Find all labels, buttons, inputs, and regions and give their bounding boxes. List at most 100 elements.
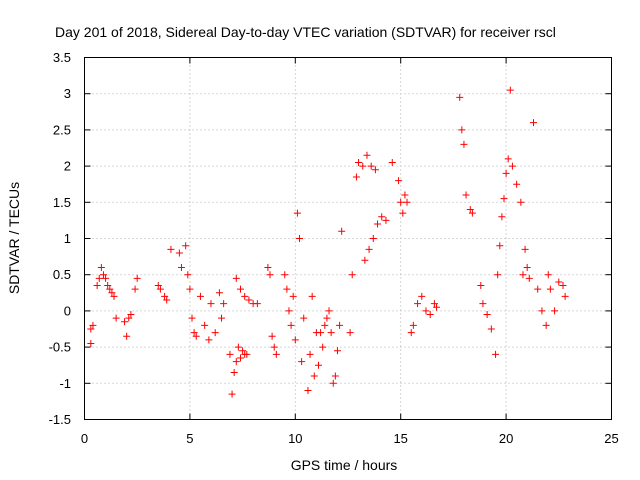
data-point: [319, 343, 327, 351]
data-point: [508, 162, 516, 170]
data-point: [494, 271, 502, 279]
y-tick-label: 1: [64, 231, 71, 246]
data-point: [456, 93, 464, 101]
data-point: [409, 321, 417, 329]
data-point: [310, 372, 318, 380]
data-point: [268, 332, 276, 340]
data-point: [418, 292, 426, 300]
data-point: [102, 274, 110, 282]
data-point: [266, 271, 274, 279]
data-point: [479, 300, 487, 308]
data-point: [182, 242, 190, 250]
data-point: [513, 180, 521, 188]
data-point: [253, 300, 261, 308]
data-point: [131, 285, 139, 293]
data-point: [534, 285, 542, 293]
data-point: [363, 151, 371, 159]
axis-ticks: [84, 57, 612, 420]
y-tick-label: 0: [64, 303, 71, 318]
x-tick-label: 15: [393, 431, 407, 446]
plot-frame: [84, 57, 612, 420]
data-point: [186, 285, 194, 293]
data-point: [348, 271, 356, 279]
data-point: [234, 343, 242, 351]
data-point: [123, 332, 131, 340]
data-point: [87, 339, 95, 347]
data-point: [371, 166, 379, 174]
data-point: [108, 289, 116, 297]
data-point: [329, 379, 337, 387]
data-point: [218, 314, 226, 322]
data-point: [369, 235, 377, 242]
data-point: [241, 292, 249, 300]
data-point: [112, 314, 120, 322]
y-tick-label: 3.5: [53, 50, 71, 65]
x-tick-label: 10: [288, 431, 302, 446]
data-point: [97, 263, 105, 271]
data-point: [308, 292, 316, 300]
data-point: [397, 198, 405, 206]
data-point: [542, 321, 550, 329]
y-tick-label: -1: [59, 376, 71, 391]
data-point: [125, 314, 133, 322]
data-point: [215, 289, 223, 297]
data-point: [220, 300, 228, 308]
data-point: [506, 86, 514, 94]
x-tick-label: 0: [81, 431, 88, 446]
data-point: [546, 285, 554, 293]
data-point: [304, 387, 312, 395]
data-point: [184, 271, 192, 279]
data-point: [395, 177, 403, 185]
data-point: [359, 162, 367, 170]
data-point: [154, 282, 162, 290]
data-point: [321, 321, 329, 329]
chart-title: Day 201 of 2018, Sidereal Day-to-day VTE…: [55, 24, 556, 40]
data-points: [87, 86, 569, 398]
x-axis-label: GPS time / hours: [291, 457, 398, 473]
data-point: [496, 242, 504, 250]
data-point: [99, 271, 107, 279]
data-point: [517, 198, 525, 206]
data-point: [498, 213, 506, 221]
data-point: [458, 126, 466, 134]
data-point: [462, 191, 470, 199]
data-point: [338, 227, 346, 235]
data-point: [551, 307, 559, 315]
data-point: [89, 321, 97, 329]
data-point: [346, 329, 354, 337]
data-point: [477, 282, 485, 290]
data-point: [228, 390, 236, 398]
data-point: [336, 321, 344, 329]
data-point: [87, 325, 95, 333]
data-point: [192, 332, 200, 340]
data-point: [523, 263, 531, 271]
data-point: [177, 263, 185, 271]
data-point: [110, 292, 118, 300]
data-point: [156, 285, 164, 293]
data-point: [483, 311, 491, 319]
data-point: [414, 300, 422, 308]
data-point: [500, 195, 508, 203]
grid: [84, 57, 612, 420]
data-point: [331, 372, 339, 380]
data-point: [561, 292, 569, 300]
data-point: [327, 329, 335, 337]
data-point: [121, 318, 129, 326]
data-point: [504, 155, 512, 163]
data-point: [232, 274, 240, 282]
data-point: [407, 329, 415, 337]
data-point: [93, 282, 101, 290]
data-point: [317, 329, 325, 337]
data-point: [239, 347, 247, 355]
data-point: [525, 274, 533, 282]
data-point: [161, 292, 169, 300]
data-point: [559, 282, 567, 290]
x-tick-label: 5: [186, 431, 193, 446]
data-point: [403, 198, 411, 206]
data-point: [401, 191, 409, 199]
data-point: [243, 350, 251, 358]
data-point: [95, 274, 103, 282]
data-point: [300, 314, 308, 322]
data-point: [378, 213, 386, 221]
data-point: [211, 329, 219, 337]
